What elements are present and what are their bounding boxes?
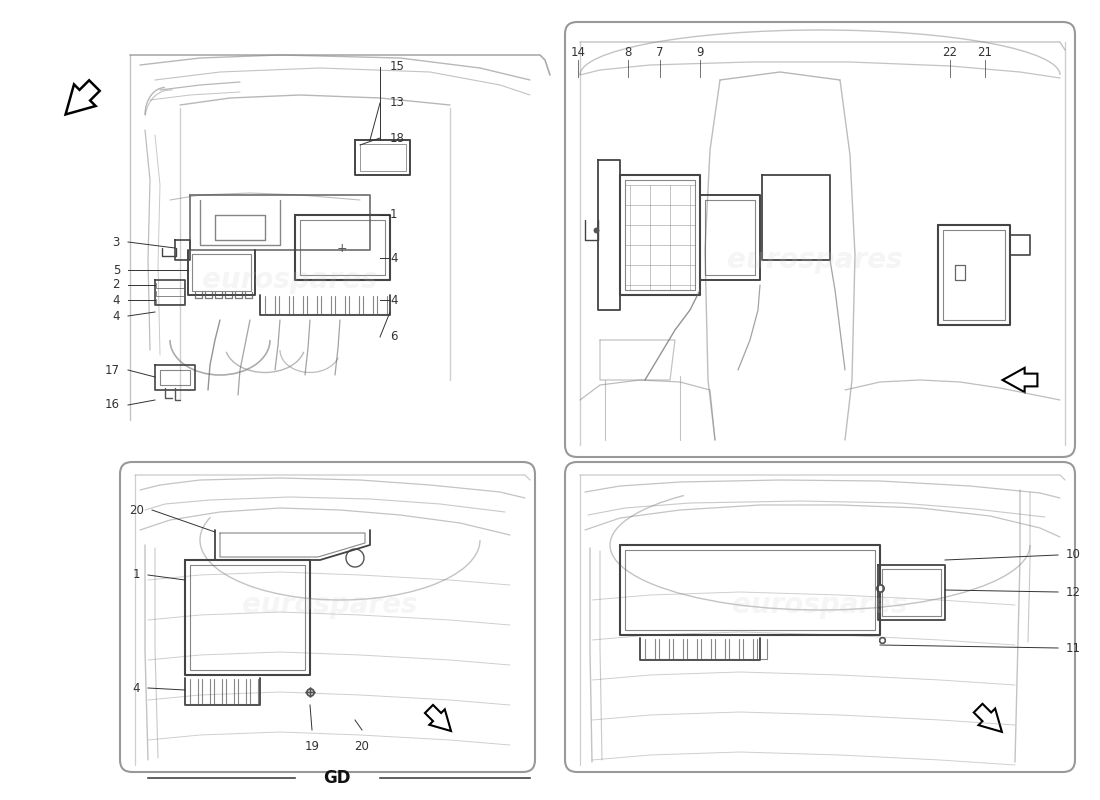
Text: 3: 3 <box>112 235 120 249</box>
Text: 14: 14 <box>571 46 585 58</box>
Text: 20: 20 <box>354 740 370 753</box>
Text: 4: 4 <box>390 251 397 265</box>
Text: 8: 8 <box>625 46 631 58</box>
Text: 22: 22 <box>943 46 957 58</box>
Text: 15: 15 <box>390 61 405 74</box>
Text: eurospares: eurospares <box>727 246 903 274</box>
Text: 21: 21 <box>978 46 992 58</box>
Text: 9: 9 <box>696 46 704 58</box>
Text: 1: 1 <box>132 569 140 582</box>
Text: 19: 19 <box>305 740 319 753</box>
FancyArrow shape <box>425 705 451 731</box>
Text: eurospares: eurospares <box>733 591 908 619</box>
Text: 11: 11 <box>1066 642 1081 654</box>
Text: 7: 7 <box>657 46 663 58</box>
Text: eurospares: eurospares <box>242 591 418 619</box>
Text: GD: GD <box>323 769 351 787</box>
Text: 10: 10 <box>1066 549 1081 562</box>
Text: +: + <box>337 242 348 254</box>
Text: 20: 20 <box>129 503 144 517</box>
Text: 2: 2 <box>112 278 120 291</box>
Text: 16: 16 <box>104 398 120 411</box>
Text: 5: 5 <box>112 263 120 277</box>
Text: eurospares: eurospares <box>202 266 377 294</box>
Text: 4: 4 <box>112 310 120 322</box>
Text: 4: 4 <box>112 294 120 306</box>
Text: 6: 6 <box>390 330 397 343</box>
Text: 13: 13 <box>390 97 405 110</box>
Text: 4: 4 <box>390 294 397 306</box>
FancyArrow shape <box>1002 368 1037 392</box>
FancyArrow shape <box>974 704 1002 732</box>
Text: 18: 18 <box>390 131 405 145</box>
Text: 1: 1 <box>390 209 397 222</box>
Text: 4: 4 <box>132 682 140 694</box>
Text: 12: 12 <box>1066 586 1081 598</box>
FancyArrow shape <box>66 80 100 114</box>
Text: 17: 17 <box>104 363 120 377</box>
